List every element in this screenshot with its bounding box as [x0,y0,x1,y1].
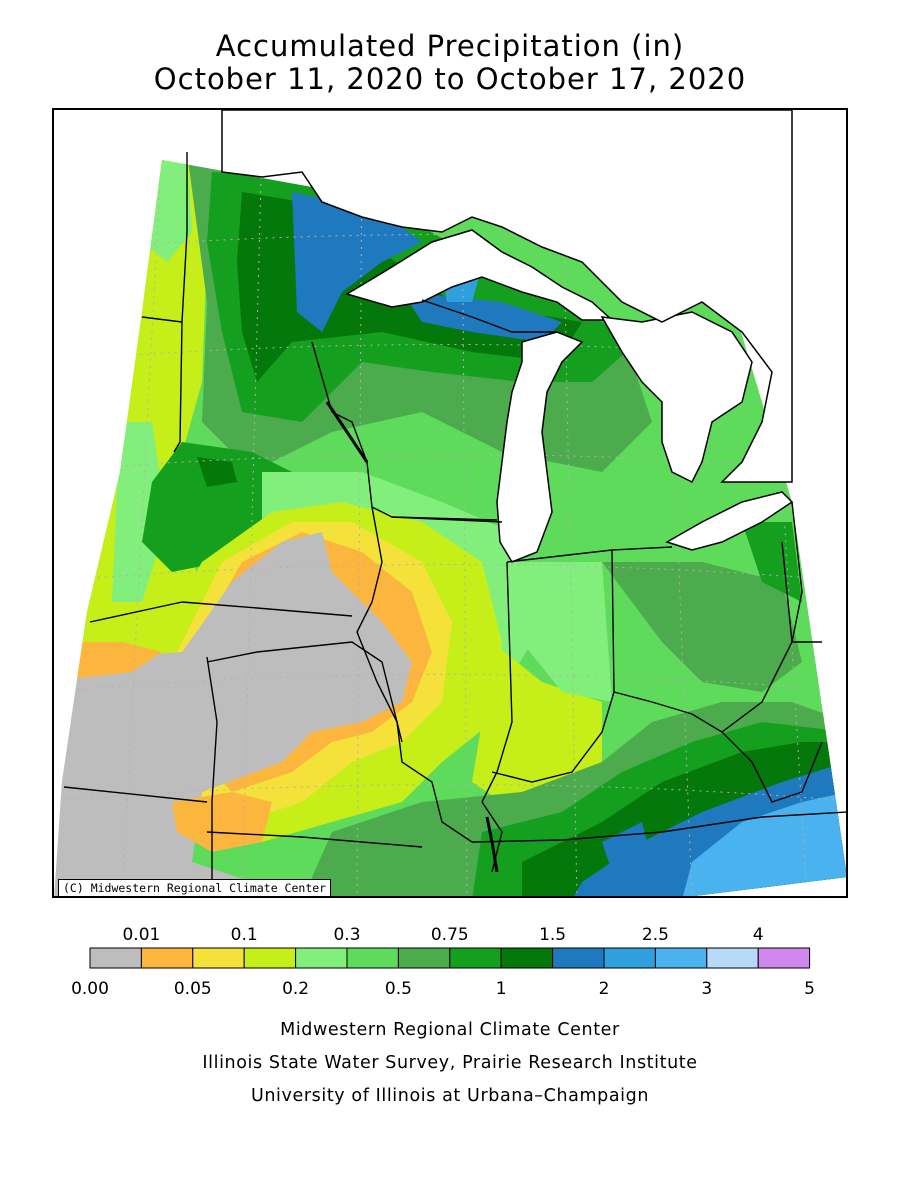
border-mi-in [506,546,673,563]
credit-uiuc: University of Illinois at Urbana–Champai… [250,1086,650,1106]
copyright-label: (C) Midwestern Regional Climate Center [58,879,332,897]
legend-upper-label: 0.75 [431,925,469,945]
border-ne-ks [63,786,208,803]
legend-lower-label: 2 [599,979,610,999]
mississippi-river [325,401,499,873]
legend-swatch [449,947,502,969]
border-mo-ar [206,831,423,848]
legend-upper-label: 0.01 [122,925,160,945]
border-in-ky [491,691,615,783]
legend-swatch [552,947,605,969]
legend-swatch [346,947,399,969]
credit-mrcc: Midwestern Regional Climate Center [280,1020,620,1040]
ontario-canada [221,110,793,483]
border-wi-il [391,516,503,523]
legend-swatch [397,947,451,969]
map-date-range: October 11, 2020 to October 17, 2020 [153,62,747,96]
legend-swatch [295,947,348,969]
legend-lower-label: 0.00 [71,979,109,999]
legend-swatches [89,947,811,969]
precipitation-field [54,160,846,896]
legend-swatch [706,947,759,969]
border-ne-sd [89,601,183,623]
lake-michigan [496,331,584,563]
legend-upper-label: 0.1 [231,925,258,945]
legend-swatch [757,947,811,969]
legend-upper-labels: 0.01 0.1 0.3 0.75 1.5 2.5 4 [122,925,763,945]
lake-huron [600,311,753,484]
legend-lower-label: 1 [496,979,507,999]
border-ky-tn [471,811,846,843]
border-mi-wi [421,299,557,333]
border-mn-ia [181,601,353,617]
credit-isws: Illinois State Water Survey, Prairie Res… [202,1053,698,1073]
precipitation-map [52,108,848,898]
color-legend: 0.01 0.1 0.3 0.75 1.5 2.5 4 0.00 0.05 0.2 0.5 1 2 3 5 [71,925,815,999]
legend-swatch [243,947,297,969]
legend-upper-label: 2.5 [642,925,669,945]
border-ny-pa [781,541,822,643]
legend-swatch [603,947,656,969]
legend-lower-labels: 0.00 0.05 0.2 0.5 1 2 3 5 [71,979,815,999]
border-sd-nd [141,316,183,323]
border-ks-mo [206,656,218,896]
border-ia-il [356,506,473,843]
legend-upper-label: 4 [753,925,764,945]
legend-swatch [500,947,554,969]
legend-swatch [140,947,194,969]
state-boundaries [63,152,846,896]
legend-lower-label: 0.5 [385,979,412,999]
legend-upper-label: 1.5 [539,925,566,945]
legend-swatch [654,947,708,969]
border-in-oh [611,549,615,693]
legend-swatch [89,947,142,969]
border-oh-ky [613,691,823,803]
legend-lower-label: 0.05 [174,979,212,999]
legend-lower-label: 5 [804,979,815,999]
border-il-in [481,561,513,803]
legend-swatch [192,947,245,969]
great-lakes [221,110,794,563]
legend-lower-label: 0.2 [282,979,309,999]
legend-lower-label: 3 [701,979,712,999]
legend-upper-label: 0.3 [333,925,360,945]
map-title: Accumulated Precipitation (in) [215,29,685,63]
